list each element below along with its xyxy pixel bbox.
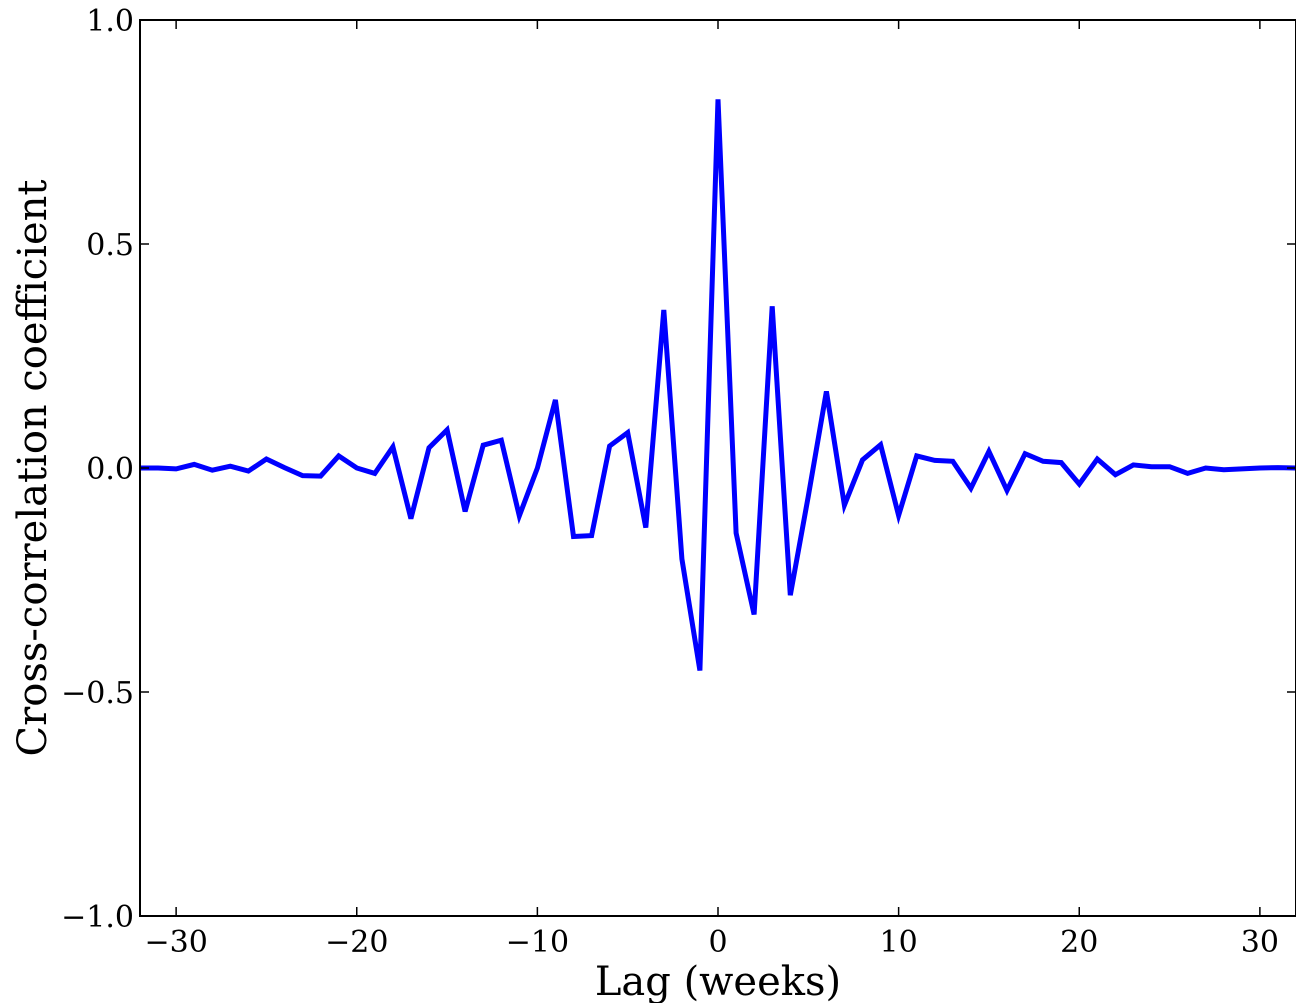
x-tick-label: 30 bbox=[1241, 925, 1279, 960]
tick-labels: −30 −20 −10 0 10 20 30 −1.0 −0.5 0.0 0.5 1.0 bbox=[61, 4, 1279, 960]
y-tick-label: −0.5 bbox=[61, 676, 134, 711]
x-tick-label: 20 bbox=[1060, 925, 1098, 960]
x-tick-label: 0 bbox=[708, 925, 727, 960]
series-line bbox=[140, 99, 1296, 671]
x-tick-label: −10 bbox=[506, 925, 569, 960]
axis-ticks bbox=[140, 19, 1296, 917]
x-axis-title: Lag (weeks) bbox=[595, 959, 841, 1003]
x-tick-label: −30 bbox=[144, 925, 207, 960]
x-tick-label: 10 bbox=[880, 925, 918, 960]
y-tick-label: 1.0 bbox=[86, 4, 134, 39]
y-tick-label: 0.5 bbox=[86, 228, 134, 263]
x-tick-label: −20 bbox=[325, 925, 388, 960]
y-axis-title: Cross-correlation coefficient bbox=[10, 180, 56, 757]
plot-frame bbox=[139, 19, 1296, 917]
y-tick-label: −1.0 bbox=[61, 900, 134, 935]
y-tick-label: 0.0 bbox=[86, 452, 134, 487]
